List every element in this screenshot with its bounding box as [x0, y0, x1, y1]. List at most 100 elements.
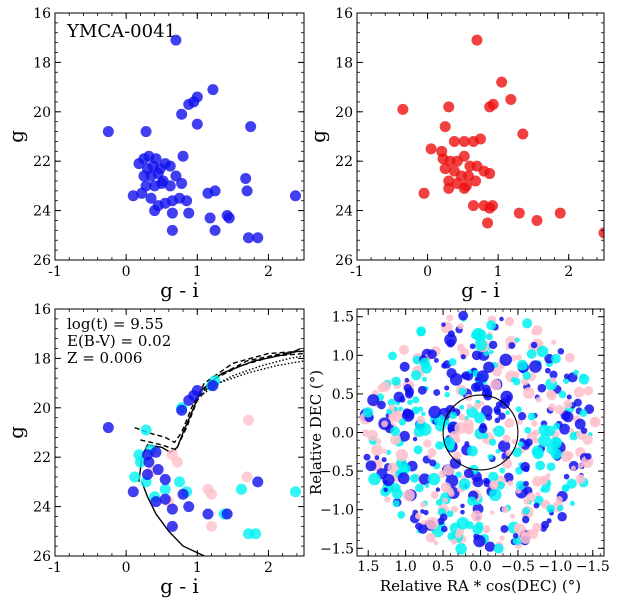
sky-star [502, 434, 511, 443]
data-point [152, 464, 164, 476]
data-point [140, 126, 152, 138]
y-tick-label: 16 [33, 302, 51, 318]
y-tick-label: 24 [33, 500, 51, 516]
sky-star [531, 420, 538, 427]
x-axis-label: g - i [461, 278, 500, 302]
y-tick-label: 16 [33, 6, 51, 22]
sky-star [363, 453, 371, 461]
sky-star [397, 511, 406, 519]
sky-star [557, 512, 567, 522]
sky-star [517, 411, 527, 421]
data-point [289, 486, 301, 498]
data-point [458, 135, 470, 147]
sky-star [415, 512, 422, 520]
x-tick-label: 1 [193, 264, 202, 280]
sky-star [520, 532, 531, 544]
sky-star [470, 331, 479, 340]
x-tick-label: 0 [423, 264, 432, 280]
sky-star [405, 390, 414, 399]
y-tick-label: 1.0 [332, 348, 354, 364]
sky-star [473, 412, 486, 424]
sky-star [423, 439, 432, 448]
sky-star [482, 525, 491, 534]
data-point [517, 128, 529, 140]
panel-annotation: YMCA-0041 [66, 21, 176, 42]
data-point [136, 187, 148, 199]
sky-star [421, 363, 432, 374]
sky-star [524, 438, 533, 447]
sky-star [446, 510, 454, 518]
y-tick-label: 22 [33, 450, 51, 466]
x-tick-label: 1 [193, 560, 202, 576]
y-tick-label: −0.5 [320, 464, 354, 480]
sky-star [418, 473, 431, 485]
sky-star [548, 403, 556, 412]
sky-star [412, 396, 420, 404]
sky-star [450, 505, 458, 513]
sky-star [566, 478, 577, 489]
sky-star [505, 410, 510, 416]
sky-star [563, 373, 570, 380]
sky-star [550, 377, 557, 384]
sky-star [510, 376, 517, 383]
sky-star [472, 476, 484, 488]
sky-star [444, 391, 450, 398]
sky-star [458, 413, 466, 421]
y-tick-label: 26 [33, 253, 51, 269]
sky-star [453, 451, 462, 460]
sky-star [411, 370, 422, 381]
sky-star [381, 420, 389, 428]
sky-star [409, 473, 419, 483]
sky-star [387, 462, 399, 474]
sky-star [449, 411, 457, 420]
data-point [443, 182, 455, 194]
sky-star [551, 339, 557, 345]
data-point [448, 135, 460, 147]
sky-star [495, 448, 501, 454]
sky-star [501, 458, 513, 469]
sky-star [439, 513, 448, 522]
sky-star [545, 473, 551, 478]
isochrone-line [138, 347, 301, 482]
sky-star [522, 318, 533, 329]
data-point [209, 185, 221, 197]
sky-star [546, 518, 552, 524]
sky-star [422, 376, 428, 382]
sky-star [402, 489, 415, 502]
sky-star [535, 460, 546, 471]
sky-star [374, 455, 380, 461]
data-point [443, 101, 455, 113]
isochrone-line [141, 481, 205, 556]
sky-star [458, 478, 471, 491]
x-tick-label: 1.0 [395, 559, 417, 575]
fit-parameter-annotation: log(t) = 9.55 [67, 315, 164, 333]
data-point [177, 488, 189, 500]
axes-frame [54, 308, 305, 557]
sky-star [430, 490, 439, 499]
sky-star [390, 426, 401, 437]
sky-star [384, 496, 391, 503]
sky-star [544, 367, 551, 374]
sky-star [427, 448, 437, 458]
data-point [221, 210, 233, 222]
sky-star [456, 517, 470, 530]
fit-parameter-annotation: Z = 0.006 [67, 349, 142, 367]
sky-star [522, 507, 530, 515]
sky-star [429, 459, 437, 467]
sky-star [537, 383, 547, 393]
sky-star [460, 354, 466, 360]
x-tick-label: 1.5 [357, 559, 379, 575]
data-point [235, 483, 247, 495]
sky-star [465, 393, 473, 402]
sky-star [522, 387, 535, 399]
x-tick-label: 0 [122, 264, 131, 280]
sky-star [539, 476, 548, 486]
x-tick-label: 2 [264, 264, 273, 280]
sky-star [473, 402, 481, 410]
sky-star [563, 399, 573, 409]
sky-star [476, 370, 489, 383]
sky-star [579, 373, 586, 380]
sky-star [492, 367, 502, 377]
sky-star [473, 381, 485, 392]
sky-star [493, 543, 504, 554]
